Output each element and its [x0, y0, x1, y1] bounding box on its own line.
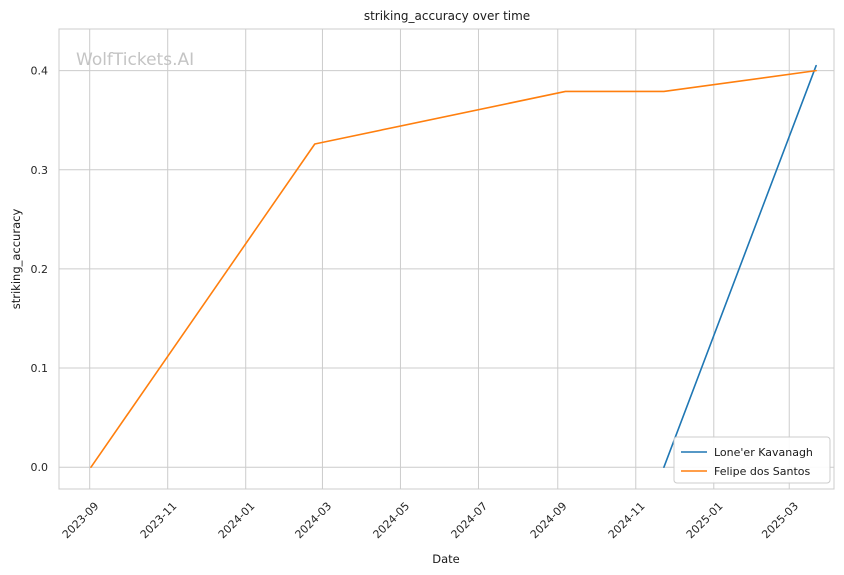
x-tick-label: 2023-11: [138, 500, 180, 542]
chart-title: striking_accuracy over time: [364, 9, 530, 23]
x-tick-labels: 2023-09 2023-11 2024-01 2024-03 2024-05 2024-…: [60, 500, 801, 542]
x-tick-label: 2024-05: [371, 500, 413, 542]
legend-label-lone-er-kavanagh: Lone'er Kavanagh: [714, 446, 813, 459]
y-tick-label: 0.2: [31, 263, 49, 276]
y-tick-label: 0.4: [31, 65, 49, 78]
x-tick-label: 2025-01: [684, 500, 726, 542]
x-tick-label: 2024-11: [606, 500, 648, 542]
x-tick-label: 2024-07: [449, 500, 491, 542]
y-tick-label: 0.1: [31, 362, 49, 375]
x-axis-label: Date: [432, 552, 460, 566]
x-tick-label: 2024-09: [528, 500, 570, 542]
series-line-lone-er-kavanagh: [663, 64, 817, 468]
y-tick-label: 0.3: [31, 164, 49, 177]
legend: Lone'er Kavanagh Felipe dos Santos: [673, 436, 831, 484]
y-axis-label: striking_accuracy: [9, 209, 23, 310]
x-tick-label: 2024-03: [293, 500, 335, 542]
y-tick-labels: 0.0 0.1 0.2 0.3 0.4: [31, 65, 49, 475]
series-layer: [90, 64, 817, 468]
watermark: WolfTickets.AI: [76, 50, 194, 70]
x-tick-label: 2024-01: [216, 500, 258, 542]
series-line-felipe-dos-santos: [90, 69, 817, 468]
legend-box: [673, 436, 831, 484]
plot-frame: [58, 28, 835, 490]
x-tick-label: 2025-03: [759, 500, 801, 542]
x-tick-label: 2023-09: [60, 500, 102, 542]
grid: [59, 29, 834, 489]
y-tick-label: 0.0: [31, 461, 49, 474]
legend-label-felipe-dos-santos: Felipe dos Santos: [714, 465, 811, 478]
